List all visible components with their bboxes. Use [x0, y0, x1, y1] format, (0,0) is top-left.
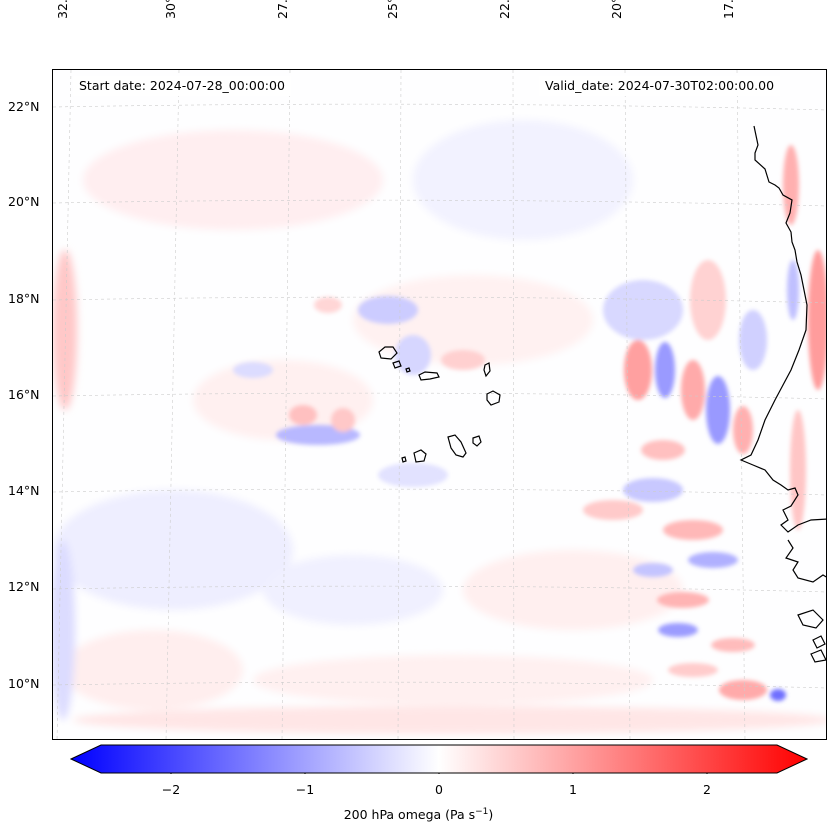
- colorbar-tick-neg2: −2: [162, 782, 180, 797]
- island-sal: [484, 363, 490, 376]
- colorbar-tick-neg1: −1: [296, 782, 314, 797]
- lon-label-30w: 30°W: [163, 0, 178, 19]
- colorbar-tick-1: 1: [569, 782, 577, 797]
- lon-label-20w: 20°W: [609, 0, 624, 19]
- start-date-label: Start date: 2024-07-28_00:00:00: [73, 76, 291, 96]
- colorbar-tick-0: 0: [435, 782, 443, 797]
- lat-label-12n: 12°N: [8, 579, 40, 594]
- lon-label-22.5w: 22.5°W: [497, 0, 512, 19]
- lat-label-18n: 18°N: [8, 291, 40, 306]
- island-brava: [402, 457, 406, 462]
- colorbar-label: 200 hPa omega (Pa s−1): [0, 807, 837, 822]
- lon-label-32.5w: 32.5°W: [55, 0, 70, 19]
- lat-label-20n: 20°N: [8, 194, 40, 209]
- island-boa-vista: [487, 391, 500, 405]
- colorbar-body: [71, 745, 807, 773]
- lat-label-14n: 14°N: [8, 483, 40, 498]
- island-fogo: [414, 450, 426, 462]
- island-sao-nicolau: [419, 372, 439, 380]
- island-santiago: [448, 435, 466, 457]
- lon-label-17.5w: 17.5°W: [721, 0, 736, 19]
- island-sao-vicente: [393, 361, 401, 368]
- lon-label-25w: 25°W: [385, 0, 400, 19]
- colorbar-label-exponent: −1: [475, 807, 488, 817]
- lon-label-27.5w: 27.5°W: [275, 0, 290, 19]
- guinea-bissau-islands: [798, 610, 823, 628]
- island-maio: [473, 436, 481, 446]
- senegal-gambia-coast: [786, 540, 827, 582]
- lat-label-16n: 16°N: [8, 387, 40, 402]
- colorbar-tick-2: 2: [703, 782, 711, 797]
- map-panel: [52, 69, 827, 740]
- omega-field-map: [53, 70, 827, 740]
- lat-label-22n: 22°N: [8, 99, 40, 114]
- lat-label-10n: 10°N: [8, 676, 40, 691]
- colorbar: [70, 744, 808, 774]
- valid-date-label: Valid_date: 2024-07-30T02:00:00.00: [539, 76, 780, 96]
